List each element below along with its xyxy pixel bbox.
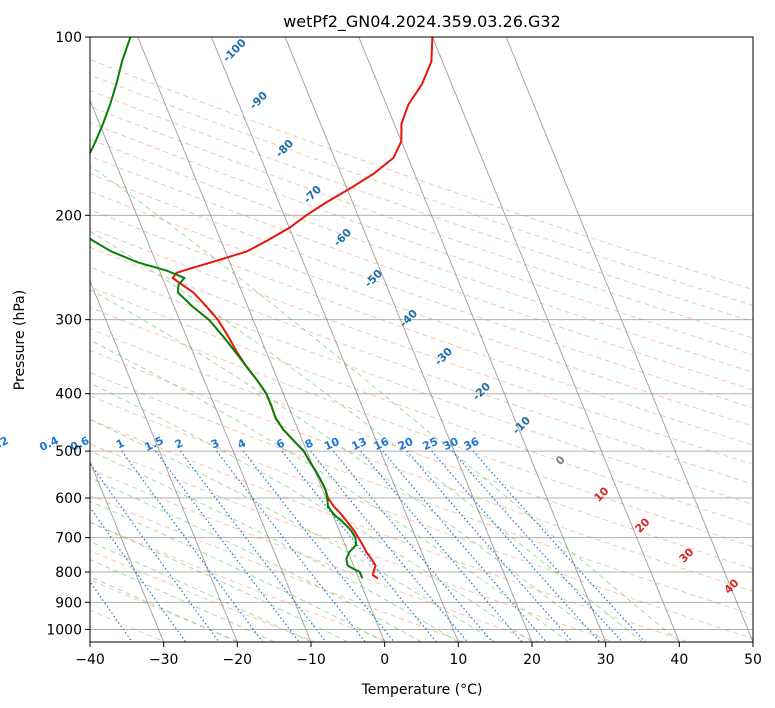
isotherm	[90, 99, 312, 642]
mixing-ratio-label: 16	[372, 435, 392, 453]
mixing-ratio-line	[406, 450, 574, 642]
x-tick-label: 10	[449, 652, 467, 668]
x-tick-label: −20	[223, 652, 253, 668]
mixing-ratio-lines	[90, 450, 646, 642]
y-tick-label: 900	[55, 595, 82, 611]
isotherm	[210, 37, 459, 642]
x-tick-label: −10	[296, 652, 326, 668]
dry-adiabat	[90, 494, 465, 642]
dry-adiabat	[90, 372, 753, 616]
y-tick-label: 700	[55, 531, 82, 547]
dry-adiabat	[90, 418, 689, 642]
mixing-ratio-line	[382, 450, 547, 642]
dry-adiabat	[90, 349, 753, 592]
dry-adiabat	[90, 443, 614, 642]
y-tick-label: 200	[55, 208, 82, 224]
moist-adiabat	[90, 576, 238, 642]
dry-adiabat	[90, 286, 753, 526]
mixing-ratio-line	[360, 450, 523, 642]
mixing-ratio-line	[332, 450, 493, 642]
mixing-ratio-line	[472, 450, 646, 642]
moist-adiabat	[90, 559, 275, 642]
mixing-ratio-label: 13	[350, 435, 369, 453]
mixing-ratio-label: 10	[322, 435, 342, 453]
mixing-ratio-line	[155, 450, 300, 642]
x-axis-label: Temperature (°C)	[361, 682, 483, 698]
moist-adiabat	[90, 165, 680, 642]
isotherm	[137, 37, 386, 642]
profile-series	[90, 37, 434, 580]
chart-title: wetPf2_GN04.2024.359.03.26.G32	[283, 12, 561, 32]
mixing-ratio-line	[310, 450, 468, 642]
isotherm	[284, 37, 533, 642]
dry-adiabat	[90, 105, 753, 339]
plot-frame	[89, 36, 754, 643]
dry-adiabat	[90, 173, 753, 409]
x-axis-ticks: −40 −30 −20 −10 0 10 20 30 40 50	[75, 642, 762, 668]
y-tick-label: 100	[55, 30, 82, 46]
dry-adiabat	[90, 90, 753, 323]
moist-adiabat	[90, 450, 459, 642]
dewpoint-line	[90, 37, 364, 579]
y-tick-label: 800	[55, 565, 82, 581]
pressure-grid	[90, 37, 753, 630]
moist-adiabat	[90, 500, 385, 642]
x-tick-label: 0	[380, 652, 389, 668]
moist-adiabat	[90, 339, 570, 642]
dry-adiabat	[90, 468, 539, 642]
dry-adiabat	[90, 74, 753, 306]
y-tick-label: 600	[55, 491, 82, 507]
x-tick-label: 30	[597, 652, 615, 668]
dry-adiabat	[90, 155, 753, 391]
dry-adiabats	[90, 59, 753, 642]
mixing-ratio-label: 30	[441, 435, 461, 453]
moist-adiabat	[90, 382, 533, 642]
isotherms	[90, 37, 753, 642]
x-tick-label: 20	[523, 652, 541, 668]
mixing-ratio-line	[179, 450, 327, 642]
x-tick-label: 40	[670, 652, 688, 668]
mixing-ratio-line	[242, 450, 395, 642]
dry-adiabat	[90, 328, 753, 570]
dry-adiabat	[90, 266, 753, 506]
mixing-ratio-label: 36	[462, 435, 482, 453]
y-tick-label: 400	[55, 387, 82, 403]
isotherm	[505, 37, 753, 642]
plot-area	[90, 37, 753, 642]
dry-adiabat	[90, 227, 753, 466]
y-tick-label: 500	[55, 444, 82, 460]
isotherm	[431, 37, 680, 642]
mixing-ratio-label: 25	[421, 435, 440, 453]
moist-adiabat	[90, 419, 496, 642]
mixing-ratio-line	[431, 450, 601, 642]
mixing-ratio-line	[90, 506, 187, 642]
mixing-ratio-line	[90, 462, 220, 642]
y-tick-label: 1000	[46, 622, 82, 638]
y-axis-ticks: 100 200 300 400 500 600 700 800 900 1000	[46, 30, 90, 638]
isotherm	[90, 279, 238, 642]
mixing-ratio-label: 0.2	[0, 434, 11, 454]
mixing-ratio-line	[281, 450, 437, 642]
mixing-ratio-label: 20	[396, 435, 416, 453]
y-tick-label: 300	[55, 313, 82, 329]
y-axis-label: Pressure (hPa)	[12, 290, 28, 390]
dry-adiabat	[90, 522, 390, 642]
dry-adiabat	[90, 579, 241, 642]
isotherm	[90, 460, 165, 642]
isotherm	[358, 37, 607, 642]
x-tick-label: 50	[744, 652, 762, 668]
moist-adiabat	[90, 230, 643, 642]
x-tick-label: −40	[75, 652, 105, 668]
x-tick-label: −30	[149, 652, 179, 668]
